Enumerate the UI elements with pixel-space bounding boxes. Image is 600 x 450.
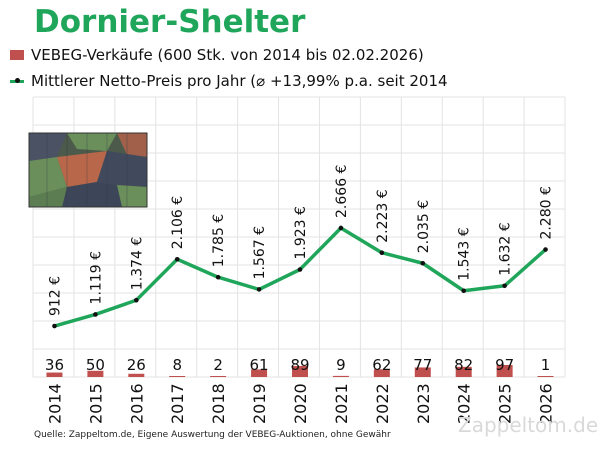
x-tick-label: 2024 [455,383,474,424]
sales-bar [496,364,513,377]
sales-bar [128,373,145,377]
price-point [134,297,139,303]
sales-label: 82 [454,356,473,374]
legend-item-sales: VEBEG-Verkäufe (600 Stk. von 2014 bis 02… [10,46,424,64]
bar-swatch-icon [10,50,24,60]
x-tick-label: 2021 [332,383,351,424]
sales-bar [373,369,390,377]
price-point [502,283,507,289]
sales-bar [210,376,227,377]
sales-label: 2 [213,356,223,374]
source-note: Quelle: Zappeltom.de, Eigene Auswertung … [34,430,391,440]
price-label: 1.543 € [457,227,473,280]
sales-bar [537,376,554,377]
watermark: Zappeltom.de [458,413,599,437]
price-label: 1.632 € [498,222,514,275]
price-label: 2.223 € [375,189,391,242]
price-label: 1.923 € [293,206,309,259]
price-point [297,267,303,272]
price-label: 1.567 € [252,226,268,279]
sales-bar [169,376,186,377]
price-point [338,225,344,231]
x-tick-label: 2020 [291,383,310,424]
x-tick-label: 2016 [127,383,146,424]
legend-label-sales: VEBEG-Verkäufe (600 Stk. von 2014 bis 02… [31,46,424,64]
shelter-image [28,132,148,208]
sales-label: 1 [541,356,551,374]
price-label: 2.666 € [334,165,350,218]
x-tick-label: 2019 [250,383,269,424]
price-point [461,288,466,294]
price-label: 1.119 € [88,251,104,304]
price-label: 1.785 € [211,214,227,267]
price-point [379,250,385,256]
price-point [215,274,221,280]
x-tick-label: 2026 [537,383,556,424]
sales-label: 26 [127,356,146,374]
price-label: 2.035 € [416,200,432,253]
sales-label: 77 [413,356,432,374]
x-tick-label: 2015 [86,383,105,424]
price-point [420,260,426,266]
sales-label: 62 [372,356,391,374]
sales-bar [455,366,472,377]
sales-bar [251,369,268,377]
x-tick-label: 2022 [373,383,392,424]
sales-bar [414,367,431,377]
sales-label: 61 [250,356,269,374]
sales-label: 36 [45,356,64,374]
price-point [174,256,180,262]
price-label: 2.106 € [170,196,186,249]
legend-label-price: Mittlerer Netto-Preis pro Jahr (⌀ +13,99… [31,72,448,90]
sales-bar [292,365,308,377]
price-point [52,323,57,329]
legend-item-price: Mittlerer Netto-Preis pro Jahr (⌀ +13,99… [10,72,448,90]
sales-label: 8 [172,356,182,374]
price-label: 912 € [47,276,63,316]
x-tick-label: 2023 [414,383,433,424]
x-tick-label: 2017 [168,383,187,424]
sales-label: 9 [336,356,346,374]
sales-label: 89 [290,356,309,374]
sales-label: 50 [86,356,105,374]
line-swatch-icon [10,78,24,83]
price-point [256,287,262,292]
x-tick-label: 2025 [496,383,515,424]
chart-title: Dornier-Shelter [34,4,306,40]
sales-label: 97 [495,356,514,374]
sales-bar [46,372,63,377]
price-label: 2.280 € [539,186,555,239]
x-tick-label: 2014 [45,383,64,424]
price-point [543,247,548,252]
price-point [93,312,98,317]
sales-bar [87,370,104,377]
x-tick-label: 2018 [209,383,228,424]
price-label: 1.374 € [129,237,145,290]
sales-bar [332,375,349,377]
